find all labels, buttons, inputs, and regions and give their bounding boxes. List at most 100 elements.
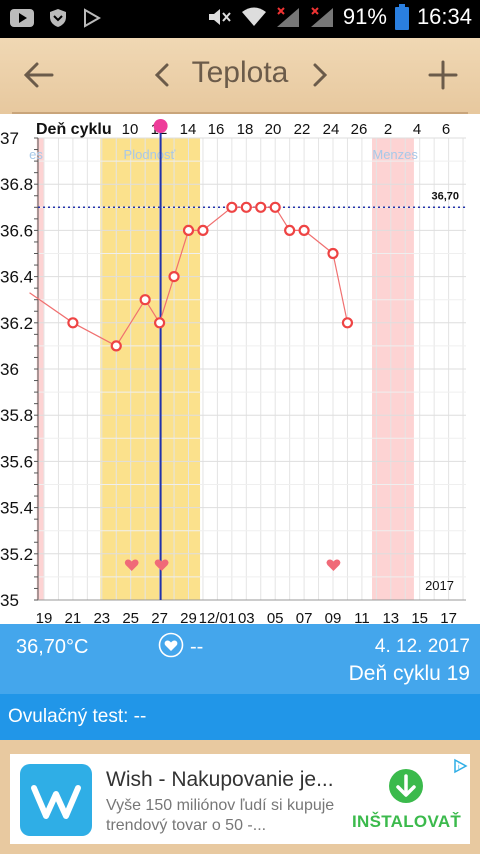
cycle-day-label: 6 — [442, 121, 450, 138]
back-arrow-icon[interactable] — [22, 58, 56, 92]
temperature-point — [110, 340, 122, 352]
band-label: es — [29, 147, 43, 162]
wifi-icon — [241, 7, 266, 26]
previous-icon[interactable] — [150, 60, 174, 90]
ovulation-test-label: Ovulačný test: -- — [8, 706, 147, 727]
next-icon[interactable] — [308, 60, 332, 90]
y-tick-label: 35.2 — [0, 545, 33, 564]
y-tick-label: 36.8 — [0, 175, 33, 194]
play-store-icon — [84, 8, 102, 28]
cycle-day-label: 14 — [180, 121, 197, 138]
temperature-point — [269, 201, 281, 213]
y-tick-label: 35.8 — [0, 406, 33, 425]
cycle-day-label: 20 — [265, 121, 282, 138]
battery-percent: 91% — [342, 4, 387, 29]
svg-text:i: i — [458, 764, 460, 771]
signal-icon — [276, 7, 299, 27]
chart-canvas[interactable]: es Plodnosť Menzes 37 36.8 36.6 36.4 36.2 36 35.8… — [0, 114, 480, 627]
y-tick-label: 37 — [0, 129, 19, 148]
band-label: Menzes — [372, 147, 418, 162]
cycle-day-label: 2 — [384, 121, 392, 138]
y-tick-label: 36.4 — [0, 268, 33, 287]
date-label: 21 — [65, 610, 82, 624]
date-label: 29 — [180, 610, 197, 624]
cycle-day-label: 10 — [122, 121, 139, 138]
temperature-point — [284, 224, 296, 237]
reference-label: 36,70 — [431, 190, 459, 202]
cycle-day-label: 16 — [208, 121, 225, 138]
temperature-line — [29, 206, 349, 347]
cycle-day-label: 26 — [351, 121, 368, 138]
ad-choices-icon[interactable]: i — [452, 758, 468, 774]
status-bar: 91% 16:34 — [0, 0, 480, 38]
battery-icon — [394, 4, 409, 30]
cycle-day-header: Deň cyklu — [36, 121, 112, 138]
date-label: 05 — [267, 610, 284, 624]
selected-day-marker — [153, 119, 168, 133]
date-label: 11 — [354, 610, 370, 624]
selected-date: 4. 12. 2017 — [374, 636, 470, 657]
ad-banner[interactable]: Wish - Nakupovanie je... Vyše 150 milión… — [10, 754, 470, 844]
date-label: 19 — [36, 610, 53, 624]
page-title: Teplota — [191, 56, 289, 89]
temperature-chart[interactable]: es Plodnosť Menzes 37 36.8 36.6 36.4 36.2 36 35.8… — [0, 114, 480, 627]
cycle-day-label: 18 — [237, 121, 254, 138]
wish-logo[interactable] — [20, 764, 92, 836]
temperature-point — [67, 317, 79, 329]
ad-description: Vyše 150 miliónov ľudí si kupuje trendov… — [106, 797, 335, 834]
divider — [12, 112, 468, 114]
signal-icon — [310, 7, 333, 27]
temperature-point — [255, 201, 267, 213]
clock: 16:34 — [416, 4, 472, 29]
temperature-point — [139, 294, 151, 306]
add-icon[interactable] — [426, 58, 460, 92]
cycle-day-label: 4 — [413, 121, 421, 138]
mute-icon — [208, 9, 231, 25]
y-tick-label: 35 — [0, 591, 19, 610]
date-label: 12/01 — [199, 610, 237, 624]
download-icon[interactable] — [388, 768, 424, 804]
install-button[interactable]: INŠTALOVAŤ — [352, 812, 462, 831]
y-tick-label: 36.2 — [0, 314, 33, 333]
date-label: 25 — [122, 610, 139, 624]
heart-value: -- — [190, 636, 204, 658]
app-bar: Teplota — [0, 38, 480, 114]
temperature-point — [154, 317, 166, 329]
date-label: 23 — [93, 610, 110, 624]
y-tick-label: 35.4 — [0, 499, 33, 518]
temperature-point — [327, 247, 339, 260]
ovulation-test-row[interactable]: Ovulačný test: -- — [0, 694, 480, 740]
temperature-point — [298, 224, 310, 237]
youtube-icon — [10, 9, 34, 27]
date-label: 07 — [296, 610, 313, 624]
heart-marker — [154, 559, 169, 571]
date-label: 17 — [440, 610, 457, 624]
date-label: 27 — [151, 610, 168, 624]
band-label: Plodnosť — [124, 147, 176, 162]
heart-icon[interactable] — [158, 632, 184, 658]
wish-logo-icon — [31, 785, 81, 819]
temperature-point — [226, 201, 238, 213]
ad-title[interactable]: Wish - Nakupovanie je... — [106, 768, 334, 791]
date-label: 13 — [382, 610, 399, 624]
cycle-day: Deň cyklu 19 — [348, 662, 470, 685]
heart-marker — [326, 559, 341, 571]
date-label: 03 — [238, 610, 255, 624]
temperature-value: 36,70°C — [16, 636, 89, 658]
date-label: 15 — [411, 610, 428, 624]
cycle-day-label: 22 — [294, 121, 311, 138]
cycle-day-label: 24 — [323, 121, 340, 138]
y-tick-label: 35.6 — [0, 452, 33, 471]
shield-icon — [50, 9, 66, 27]
date-label: 09 — [325, 610, 342, 624]
temperature-point — [182, 224, 195, 237]
temperature-point — [168, 271, 180, 283]
year-label: 2017 — [425, 578, 454, 593]
y-tick-label: 36.6 — [0, 221, 33, 240]
day-info-bar: 36,70°C -- 4. 12. 2017 Deň cyklu 19 — [0, 624, 480, 694]
temperature-point — [341, 317, 354, 329]
heart-marker — [124, 559, 139, 571]
temperature-point — [240, 201, 252, 213]
y-tick-label: 36 — [0, 360, 19, 379]
temperature-point — [197, 224, 209, 237]
